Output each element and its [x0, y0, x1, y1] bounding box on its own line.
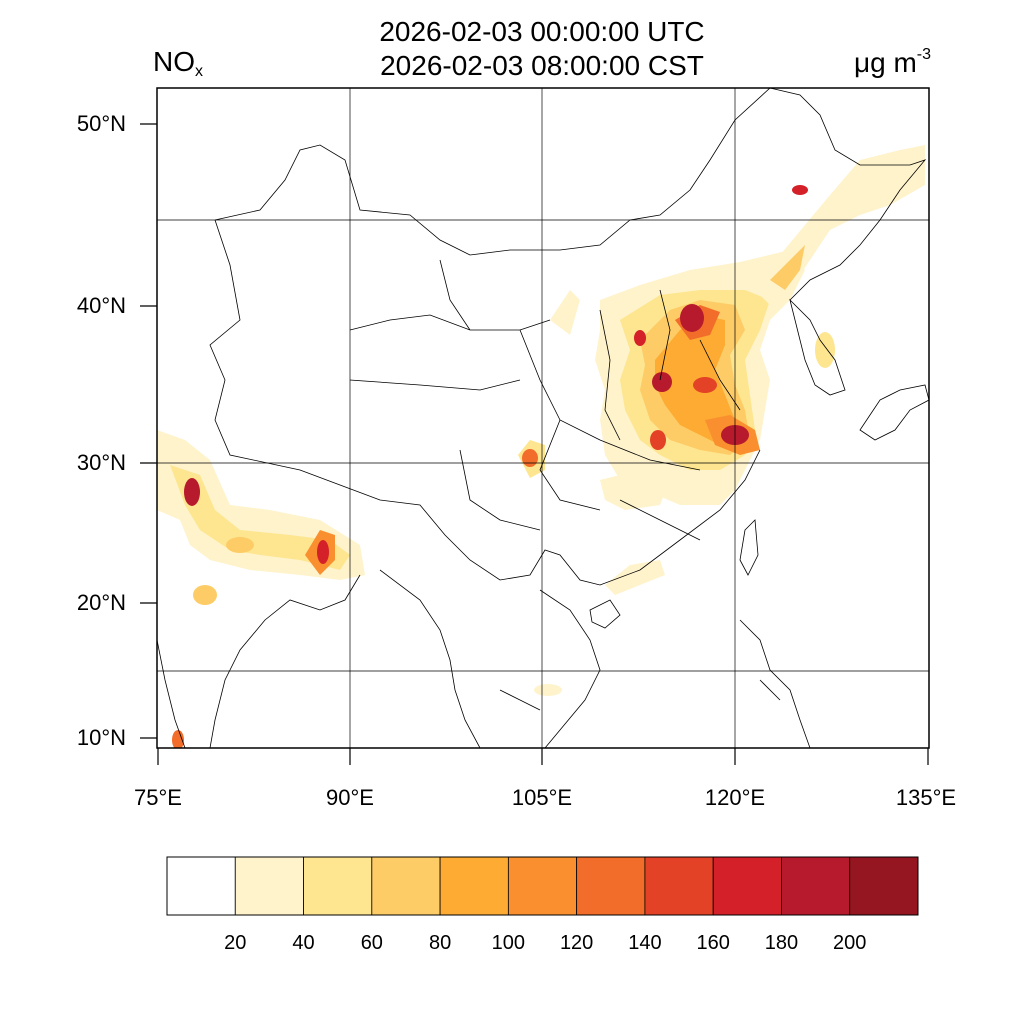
units-main: μg m — [853, 47, 917, 78]
hotspot-harbin — [792, 185, 808, 195]
plume-mumbai — [172, 730, 184, 748]
colorbar-swatch — [644, 856, 714, 916]
lon-label-75e: 75°E — [134, 785, 182, 810]
lon-label-90e: 90°E — [326, 785, 374, 810]
colorbar-swatch — [849, 856, 919, 916]
lat-label-50n: 50°N — [76, 111, 126, 136]
colorbar-label: 120 — [559, 932, 594, 954]
plume-central-south — [600, 470, 670, 510]
plume-indo-gangetic-mid — [170, 465, 350, 570]
colorbar-swatch — [507, 856, 578, 916]
units-superscript: -3 — [916, 46, 931, 63]
hotspot-delhi — [184, 478, 200, 506]
map-content — [157, 88, 929, 748]
plume-pearl-delta — [605, 560, 665, 595]
nox-concentration-field — [157, 145, 925, 748]
axis-ticks — [140, 123, 929, 765]
species-subscript: x — [195, 63, 203, 80]
lat-label-30n: 30°N — [76, 450, 126, 475]
plume-shenyang — [770, 245, 805, 290]
japan-coast — [859, 384, 929, 441]
colorbar-swatch — [712, 856, 782, 916]
hotspot-chengdu — [522, 449, 538, 467]
graticule — [157, 88, 929, 748]
colorbar-swatch — [166, 856, 236, 916]
map-title-utc: 2026-02-03 00:00:00 UTC — [379, 16, 705, 47]
colorbar — [166, 856, 919, 916]
colorbar-swatch — [576, 856, 646, 916]
colorbar-label: 100 — [491, 932, 526, 954]
map-title-cst: 2026-02-03 08:00:00 CST — [380, 50, 704, 81]
colorbar-swatch — [303, 856, 373, 916]
china-border-outline — [209, 88, 927, 586]
country-borders — [157, 88, 929, 748]
colorbar-label: 20 — [224, 932, 247, 954]
taiwan-coast — [739, 519, 759, 576]
colorbar-swatch — [439, 856, 509, 916]
lat-label-10n: 10°N — [76, 725, 126, 750]
plume-lucknow — [226, 537, 254, 553]
lon-label-135e: 135°E — [895, 785, 957, 810]
colorbar-label: 200 — [833, 932, 867, 954]
hotspot-zhengzhou — [650, 430, 666, 450]
plume-inner-mongolia — [550, 290, 580, 335]
hainan-coast — [589, 599, 621, 629]
species-label: NOx — [153, 46, 203, 81]
colorbar-label: 40 — [292, 932, 315, 954]
hotspot-kolkata — [317, 540, 329, 564]
colorbar-label: 140 — [628, 932, 662, 954]
colorbar-label: 80 — [428, 932, 452, 954]
province-lines — [349, 259, 741, 541]
hotspot-shijiazhuang — [652, 372, 672, 392]
lat-label-40n: 40°N — [76, 293, 126, 318]
colorbar-label: 60 — [360, 932, 383, 954]
lon-label-105e: 105°E — [511, 785, 573, 810]
plume-seoul — [815, 332, 835, 368]
colorbar-swatch — [371, 856, 441, 916]
philippines-coast — [739, 619, 811, 748]
colorbar-swatch — [781, 856, 851, 916]
plume-central-india — [193, 585, 217, 605]
units-label: μg m-3 — [854, 46, 931, 79]
colorbar-frame — [166, 856, 919, 916]
lat-label-20n: 20°N — [76, 590, 126, 615]
colorbar-label: 160 — [696, 932, 730, 954]
colorbar-swatch — [234, 856, 304, 916]
korea-coast — [789, 298, 846, 396]
map-frame — [156, 87, 930, 749]
hotspot-jinan — [693, 377, 717, 393]
colorbar-label: 180 — [764, 932, 799, 954]
hotspot-taiyuan — [634, 330, 646, 346]
india-coast — [157, 574, 361, 748]
lon-label-120e: 120°E — [704, 785, 766, 810]
plume-bangkok — [534, 684, 562, 696]
hotspot-beijing — [680, 304, 704, 332]
indochina-coast — [379, 569, 601, 748]
species-main: NO — [153, 46, 195, 77]
